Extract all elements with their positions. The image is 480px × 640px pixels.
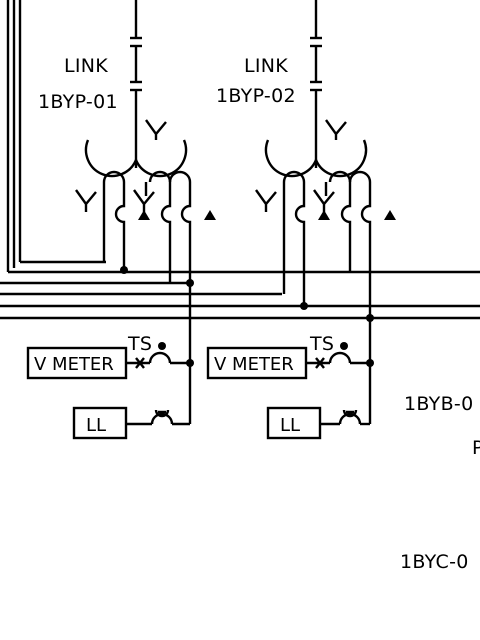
v-meter-box-2 bbox=[206, 346, 308, 380]
tag-p: P bbox=[472, 437, 480, 459]
tag-1byc: 1BYC-0 bbox=[400, 551, 469, 573]
ll-label-2: LL bbox=[280, 415, 300, 436]
ll-label-1: LL bbox=[86, 415, 106, 436]
ll-box-2 bbox=[266, 406, 322, 440]
link-1-title: LINK bbox=[64, 55, 108, 77]
horizontal-buses bbox=[0, 270, 480, 320]
left-bus-lines bbox=[6, 0, 106, 272]
meter-circuit-1 bbox=[26, 342, 194, 440]
link-1-tag: 1BYP-01 bbox=[38, 91, 118, 113]
ts-label-1: TS bbox=[127, 333, 152, 355]
v-meter-label-2: V METER bbox=[214, 354, 294, 375]
meter-circuit-2 bbox=[206, 342, 374, 440]
v-meter-label-1: V METER bbox=[34, 354, 114, 375]
link-unit-2 bbox=[255, 0, 396, 424]
link-2-tag: 1BYP-02 bbox=[216, 85, 296, 107]
ts-label-2: TS bbox=[309, 333, 334, 355]
link-2-title: LINK bbox=[244, 55, 288, 77]
link-unit-1 bbox=[75, 0, 216, 350]
tag-1byb: 1BYB-0 bbox=[404, 393, 473, 415]
